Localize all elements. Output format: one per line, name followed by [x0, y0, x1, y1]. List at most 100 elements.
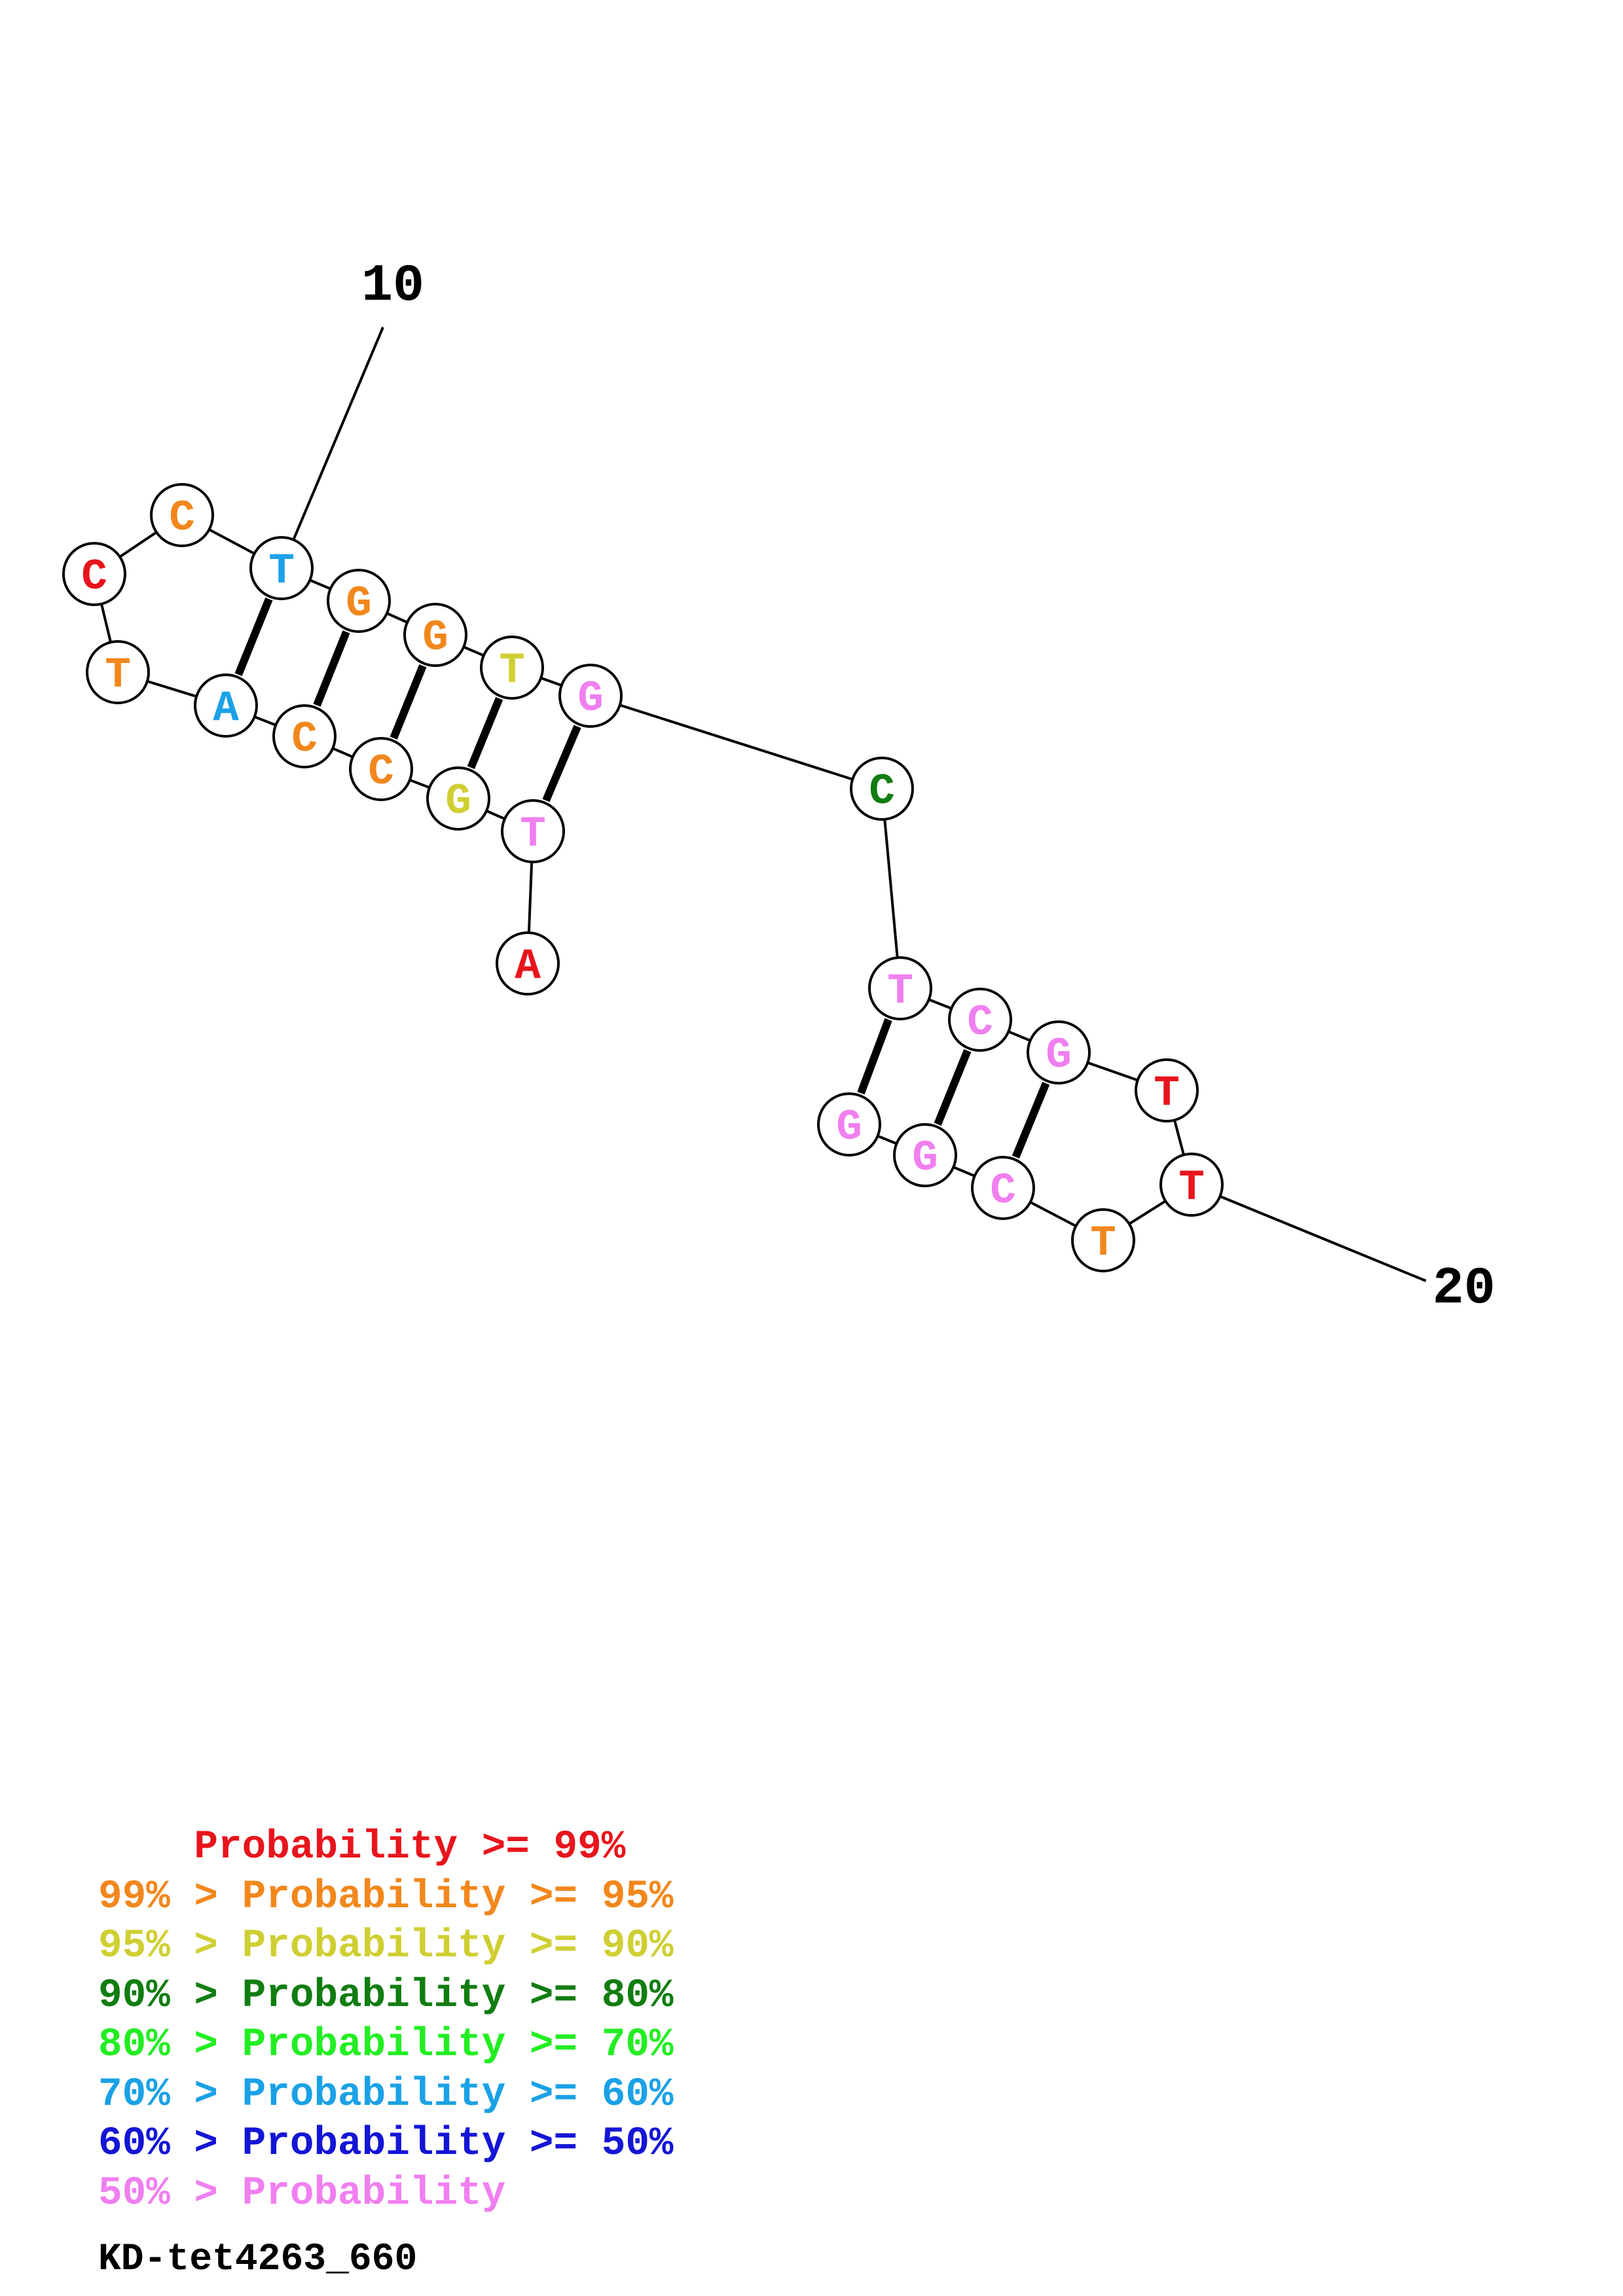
nucleotide-circle: [948, 988, 1012, 1052]
nucleotide-letter: T: [1154, 1069, 1180, 1118]
nucleotide-2: T: [501, 799, 565, 863]
nucleotide-22: C: [971, 1156, 1035, 1220]
legend-row: 60% > Probability >= 50%: [98, 2121, 674, 2166]
legend-row: 90% > Probability >= 80%: [98, 1973, 674, 2018]
nucleotide-letter: T: [105, 651, 131, 700]
probability-legend: Probability >= 99% 99% > Probability >= 9…: [98, 1823, 674, 2218]
backbone-segment: [590, 694, 883, 790]
base-pair-bond: [934, 1049, 972, 1126]
nucleotide-13: T: [480, 636, 544, 700]
nucleotide-letter: G: [912, 1134, 938, 1183]
base-pair-lines: [234, 598, 1050, 1159]
nucleotide-circle: [893, 1123, 957, 1187]
nucleotide-circle: [150, 483, 214, 547]
base-pair-bond: [234, 598, 273, 676]
nucleotide-letter: C: [368, 747, 394, 797]
nucleotide-circle: [850, 757, 914, 821]
nucleotide-9: C: [150, 483, 214, 547]
nucleotide-letter: C: [967, 998, 993, 1047]
nucleotide-letter: A: [213, 684, 239, 733]
nucleotide-11: G: [327, 569, 391, 633]
nucleotide-circle: [272, 704, 337, 768]
nucleotide-3: G: [426, 766, 490, 831]
nucleotide-letter: C: [869, 767, 895, 816]
nucleotide-circle: [249, 536, 314, 600]
nucleotide-1: A: [496, 931, 560, 996]
position-tick-line: [280, 327, 384, 569]
nucleotide-letter: G: [577, 674, 604, 723]
structure-title: KD-tet4263_660: [98, 2238, 418, 2281]
legend-row: 70% > Probability >= 60%: [98, 2072, 674, 2117]
nucleotide-circle: [327, 569, 391, 633]
nucleotide-circle: [62, 542, 126, 606]
nucleotide-circle: [1159, 1153, 1224, 1217]
nucleotide-letter: G: [836, 1103, 862, 1152]
legend-row: 99% > Probability >= 95%: [98, 1874, 674, 1920]
nucleotide-letter: T: [1090, 1219, 1116, 1268]
nucleotide-letter: C: [990, 1166, 1016, 1215]
nucleotide-circle: [496, 931, 560, 996]
nucleotide-24: G: [817, 1092, 881, 1157]
legend-row: Probability >= 99%: [98, 1825, 626, 1870]
legend-row: 95% > Probability >= 90%: [98, 1924, 674, 1969]
nucleotide-circle: [1071, 1208, 1135, 1272]
nucleotide-letter: G: [422, 613, 448, 662]
nucleotide-letter: G: [1046, 1031, 1072, 1080]
legend-row: 80% > Probability >= 70%: [98, 2022, 674, 2068]
nucleotide-letter: T: [887, 967, 913, 1016]
nucleotide-14: G: [558, 664, 623, 728]
nucleotide-8: C: [62, 542, 126, 606]
nucleotide-circle: [868, 956, 932, 1020]
nucleotide-letter: T: [499, 646, 525, 695]
nucleotide-circle: [194, 673, 258, 738]
nucleotide-circle: [817, 1092, 881, 1157]
nucleotide-20: T: [1159, 1153, 1224, 1217]
base-pair-bond: [313, 630, 350, 707]
nucleotide-letter: T: [1178, 1163, 1205, 1212]
nucleotide-letter: G: [445, 777, 471, 826]
nucleotide-circle: [480, 636, 544, 700]
base-pair-bond: [390, 664, 427, 740]
nucleotide-23: G: [893, 1123, 957, 1187]
nucleotide-letter: A: [515, 942, 541, 991]
nucleotide-19: T: [1135, 1058, 1199, 1122]
nucleotide-6: A: [194, 673, 258, 738]
position-label: 20: [1432, 1259, 1495, 1319]
backbone-lines: [93, 327, 1427, 1282]
position-labels: 10 20: [361, 257, 1495, 1319]
nucleotide-letter: T: [520, 810, 546, 859]
nucleotide-12: G: [403, 603, 467, 667]
nucleotide-circle: [1027, 1020, 1091, 1085]
nucleotide-7: T: [86, 640, 150, 704]
nucleotide-letter: C: [169, 493, 195, 543]
nucleotide-circle: [86, 640, 150, 704]
nucleotide-17: C: [948, 988, 1012, 1052]
nucleotide-10: T: [249, 536, 314, 600]
position-tick-line: [1191, 1183, 1427, 1282]
base-pair-bond: [1012, 1081, 1050, 1159]
base-pair-bond: [467, 696, 503, 770]
nucleotide-15: C: [850, 757, 914, 821]
nucleotide-circle: [426, 766, 490, 831]
nucleotide-5: C: [272, 704, 337, 768]
nucleotide-circle: [971, 1156, 1035, 1220]
base-pair-bond: [542, 725, 581, 802]
nucleotide-circle: [501, 799, 565, 863]
legend-row: 50% > Probability: [98, 2170, 506, 2216]
nucleotide-circle: [403, 603, 467, 667]
nucleotide-letter: C: [291, 715, 318, 764]
nucleotide-21: T: [1071, 1208, 1135, 1272]
nucleotide-4: C: [349, 737, 413, 801]
base-pair-bond: [857, 1018, 892, 1095]
nucleotide-circle: [349, 737, 413, 801]
position-label: 10: [361, 257, 424, 316]
nucleotide-letter: G: [346, 579, 372, 628]
nucleotide-letter: C: [81, 552, 107, 601]
nucleotide-18: G: [1027, 1020, 1091, 1085]
nucleotide-16: T: [868, 956, 932, 1020]
nucleotide-letter: T: [268, 547, 295, 596]
backbone-segment: [881, 788, 902, 989]
nucleotide-circle: [558, 664, 623, 728]
